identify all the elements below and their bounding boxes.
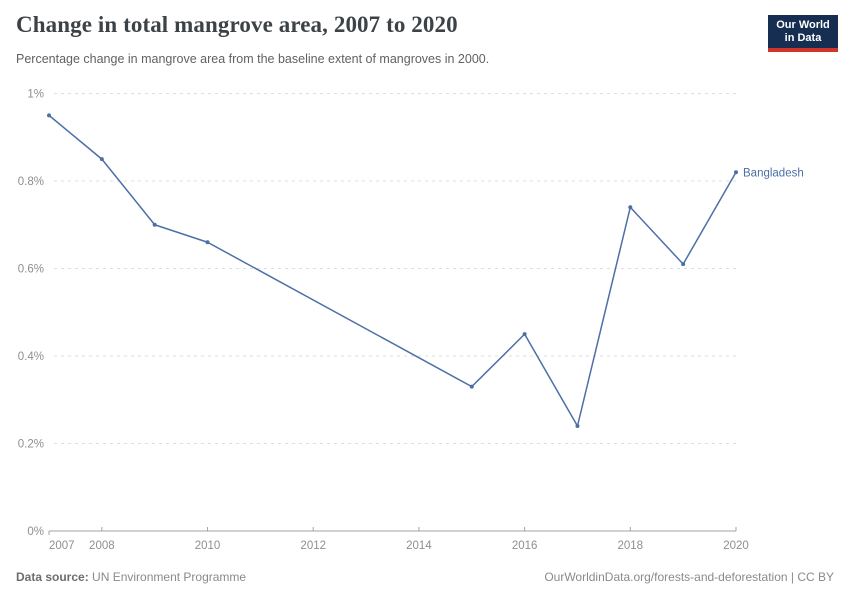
owid-logo-line2: in Data [784,32,822,44]
x-tick-label: 2020 [723,540,749,552]
x-tick-label: 2010 [195,540,221,552]
owid-logo[interactable]: Our World in Data [768,15,838,52]
data-point[interactable] [99,157,104,162]
y-tick-label: 0.2% [18,439,44,451]
x-tick-label: 2016 [512,540,538,552]
x-tick-label: 2014 [406,540,432,552]
data-point[interactable] [205,240,210,245]
data-point[interactable] [47,113,51,118]
owid-logo-line1: Our World [776,19,830,31]
data-point[interactable] [152,222,157,227]
data-point[interactable] [628,205,633,210]
x-tick-label: 2012 [300,540,326,552]
chart-subtitle: Percentage change in mangrove area from … [16,52,490,66]
data-point[interactable] [575,424,580,428]
x-tick-label: 2018 [618,540,644,552]
series-line-bangladesh[interactable] [48,114,737,427]
page-title: Change in total mangrove area, 2007 to 2… [16,12,458,37]
data-source-value: UN Environment Programme [92,570,247,584]
y-tick-label: 0.4% [18,351,44,363]
x-tick-label: 2008 [89,540,115,552]
series-label-bangladesh[interactable]: Bangladesh [743,167,804,179]
x-tick-label: 2007 [49,540,75,552]
data-point[interactable] [734,170,738,175]
attribution-link[interactable]: OurWorldinData.org/forests-and-deforesta… [544,570,834,584]
y-tick-label: 1% [27,89,44,101]
y-tick-label: 0% [27,526,44,538]
data-source-label: Data source: [16,570,89,584]
y-tick-label: 0.8% [18,176,44,188]
y-tick-label: 0.6% [18,264,44,276]
data-point[interactable] [522,332,527,337]
data-source-note: Data source: UN Environment Programme [16,570,246,584]
data-point[interactable] [469,384,474,389]
data-point[interactable] [681,262,686,267]
